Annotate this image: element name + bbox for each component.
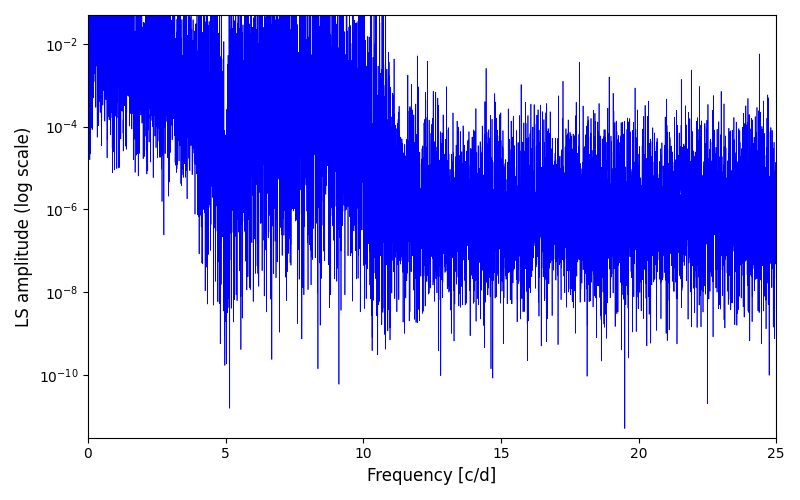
Y-axis label: LS amplitude (log scale): LS amplitude (log scale) [15,126,33,326]
X-axis label: Frequency [c/d]: Frequency [c/d] [367,467,497,485]
